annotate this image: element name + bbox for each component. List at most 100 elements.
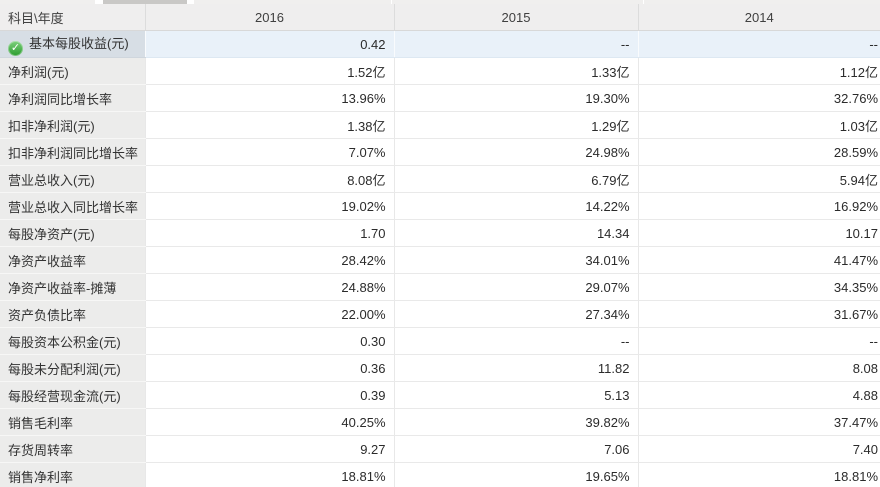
row-label[interactable]: 净资产收益率: [0, 246, 145, 274]
cell-value: 27.34%: [393, 300, 638, 328]
cell-value: 9.27: [144, 435, 394, 463]
cell-value: --: [637, 30, 880, 58]
cell-value: 19.65%: [393, 462, 638, 487]
corner-header: 科目\年度: [0, 4, 145, 31]
cell-value: 32.76%: [637, 84, 880, 112]
cell-value: 1.38亿: [144, 111, 394, 139]
cell-value: 0.39: [144, 381, 394, 409]
cell-value: 24.98%: [393, 138, 638, 166]
cell-value: 28.59%: [637, 138, 880, 166]
tab-remnant-segment: [103, 0, 187, 4]
row-label-text: 每股净资产(元): [8, 226, 95, 242]
row-label[interactable]: 扣非净利润同比增长率: [0, 138, 145, 166]
row-label-text: 基本每股收益(元): [29, 35, 129, 51]
row-label[interactable]: ✓ 基本每股收益(元): [0, 30, 145, 58]
row-label-text: 销售毛利率: [8, 415, 74, 431]
row-label-text: 净资产收益率: [8, 253, 87, 269]
table-row: 每股未分配利润(元) 0.36 11.82 8.08: [0, 354, 880, 382]
year-header-2014: 2014: [637, 4, 880, 31]
cell-value: 37.47%: [637, 408, 880, 436]
cell-value: 28.42%: [144, 246, 394, 274]
year-header-2015: 2015: [393, 4, 638, 31]
table-row: 每股经营现金流(元) 0.39 5.13 4.88: [0, 381, 880, 409]
table-row: 存货周转率 9.27 7.06 7.40: [0, 435, 880, 463]
row-label[interactable]: 销售净利率: [0, 462, 145, 487]
cell-value: 41.47%: [637, 246, 880, 274]
cell-value: 24.88%: [144, 273, 394, 301]
row-label[interactable]: 销售毛利率: [0, 408, 145, 436]
row-label-text: 营业总收入(元): [8, 172, 95, 188]
cell-value: 40.25%: [144, 408, 394, 436]
row-label[interactable]: 营业总收入(元): [0, 165, 145, 193]
cell-value: 16.92%: [637, 192, 880, 220]
cell-value: 1.52亿: [144, 57, 394, 85]
cell-value: 7.07%: [144, 138, 394, 166]
row-label-text: 净利润(元): [8, 64, 69, 80]
row-label[interactable]: 存货周转率: [0, 435, 145, 463]
row-label[interactable]: 每股净资产(元): [0, 219, 145, 247]
table-row: 资产负债比率 22.00% 27.34% 31.67%: [0, 300, 880, 328]
cell-value: 19.02%: [144, 192, 394, 220]
cell-value: 34.01%: [393, 246, 638, 274]
cell-value: --: [637, 327, 880, 355]
row-label[interactable]: 每股资本公积金(元): [0, 327, 145, 355]
cell-value: 22.00%: [144, 300, 394, 328]
row-label[interactable]: 资产负债比率: [0, 300, 145, 328]
table-row: 扣非净利润(元) 1.38亿 1.29亿 1.03亿: [0, 111, 880, 139]
row-label[interactable]: 净利润同比增长率: [0, 84, 145, 112]
row-label-text: 每股未分配利润(元): [8, 361, 121, 377]
cell-value: 5.94亿: [637, 165, 880, 193]
cell-value: 11.82: [393, 354, 638, 382]
row-label[interactable]: 扣非净利润(元): [0, 111, 145, 139]
row-label[interactable]: 净资产收益率-摊薄: [0, 273, 145, 301]
cell-value: 1.33亿: [393, 57, 638, 85]
tab-bar-remnant: [0, 0, 880, 4]
row-label-text: 扣非净利润同比增长率: [8, 145, 139, 161]
row-label[interactable]: 每股未分配利润(元): [0, 354, 145, 382]
column-separator-mark: [643, 0, 644, 4]
cell-value: 13.96%: [144, 84, 394, 112]
row-label[interactable]: 每股经营现金流(元): [0, 381, 145, 409]
cell-value: 1.12亿: [637, 57, 880, 85]
cell-value: --: [393, 327, 638, 355]
cell-value: 1.70: [144, 219, 394, 247]
cell-value: 10.17: [637, 219, 880, 247]
cell-value: 1.29亿: [393, 111, 638, 139]
table-row: 扣非净利润同比增长率 7.07% 24.98% 28.59%: [0, 138, 880, 166]
row-label-text: 销售净利率: [8, 469, 74, 485]
table-row: 销售毛利率 40.25% 39.82% 37.47%: [0, 408, 880, 436]
year-header-2016: 2016: [144, 4, 394, 31]
row-label-text: 存货周转率: [8, 442, 74, 458]
cell-value: 7.40: [637, 435, 880, 463]
tab-gap-left: [95, 0, 103, 4]
cell-value: 31.67%: [637, 300, 880, 328]
cell-value: 39.82%: [393, 408, 638, 436]
row-label[interactable]: 净利润(元): [0, 57, 145, 85]
cell-value: 29.07%: [393, 273, 638, 301]
table-row: ✓ 基本每股收益(元) 0.42 -- --: [0, 30, 880, 58]
table-row: 营业总收入同比增长率 19.02% 14.22% 16.92%: [0, 192, 880, 220]
row-label-text: 资产负债比率: [8, 307, 87, 323]
row-label[interactable]: 营业总收入同比增长率: [0, 192, 145, 220]
column-separator-mark: [391, 0, 392, 4]
table-row: 净资产收益率 28.42% 34.01% 41.47%: [0, 246, 880, 274]
cell-value: 8.08亿: [144, 165, 394, 193]
row-label-text: 营业总收入同比增长率: [8, 199, 139, 215]
cell-value: 5.13: [393, 381, 638, 409]
cell-value: 0.36: [144, 354, 394, 382]
table-row: 销售净利率 18.81% 19.65% 18.81%: [0, 462, 880, 487]
cell-value: 34.35%: [637, 273, 880, 301]
cell-value: 1.03亿: [637, 111, 880, 139]
table-row: 每股资本公积金(元) 0.30 -- --: [0, 327, 880, 355]
row-label-text: 净利润同比增长率: [8, 91, 113, 107]
table-row: 每股净资产(元) 1.70 14.34 10.17: [0, 219, 880, 247]
row-label-text: 每股经营现金流(元): [8, 388, 121, 404]
table-header-row: 科目\年度 2016 2015 2014: [0, 4, 880, 31]
tab-gap-right: [187, 0, 194, 4]
cell-value: 4.88: [637, 381, 880, 409]
cell-value: 14.34: [393, 219, 638, 247]
check-icon: ✓: [8, 40, 23, 56]
cell-value: 18.81%: [144, 462, 394, 487]
cell-value: 6.79亿: [393, 165, 638, 193]
